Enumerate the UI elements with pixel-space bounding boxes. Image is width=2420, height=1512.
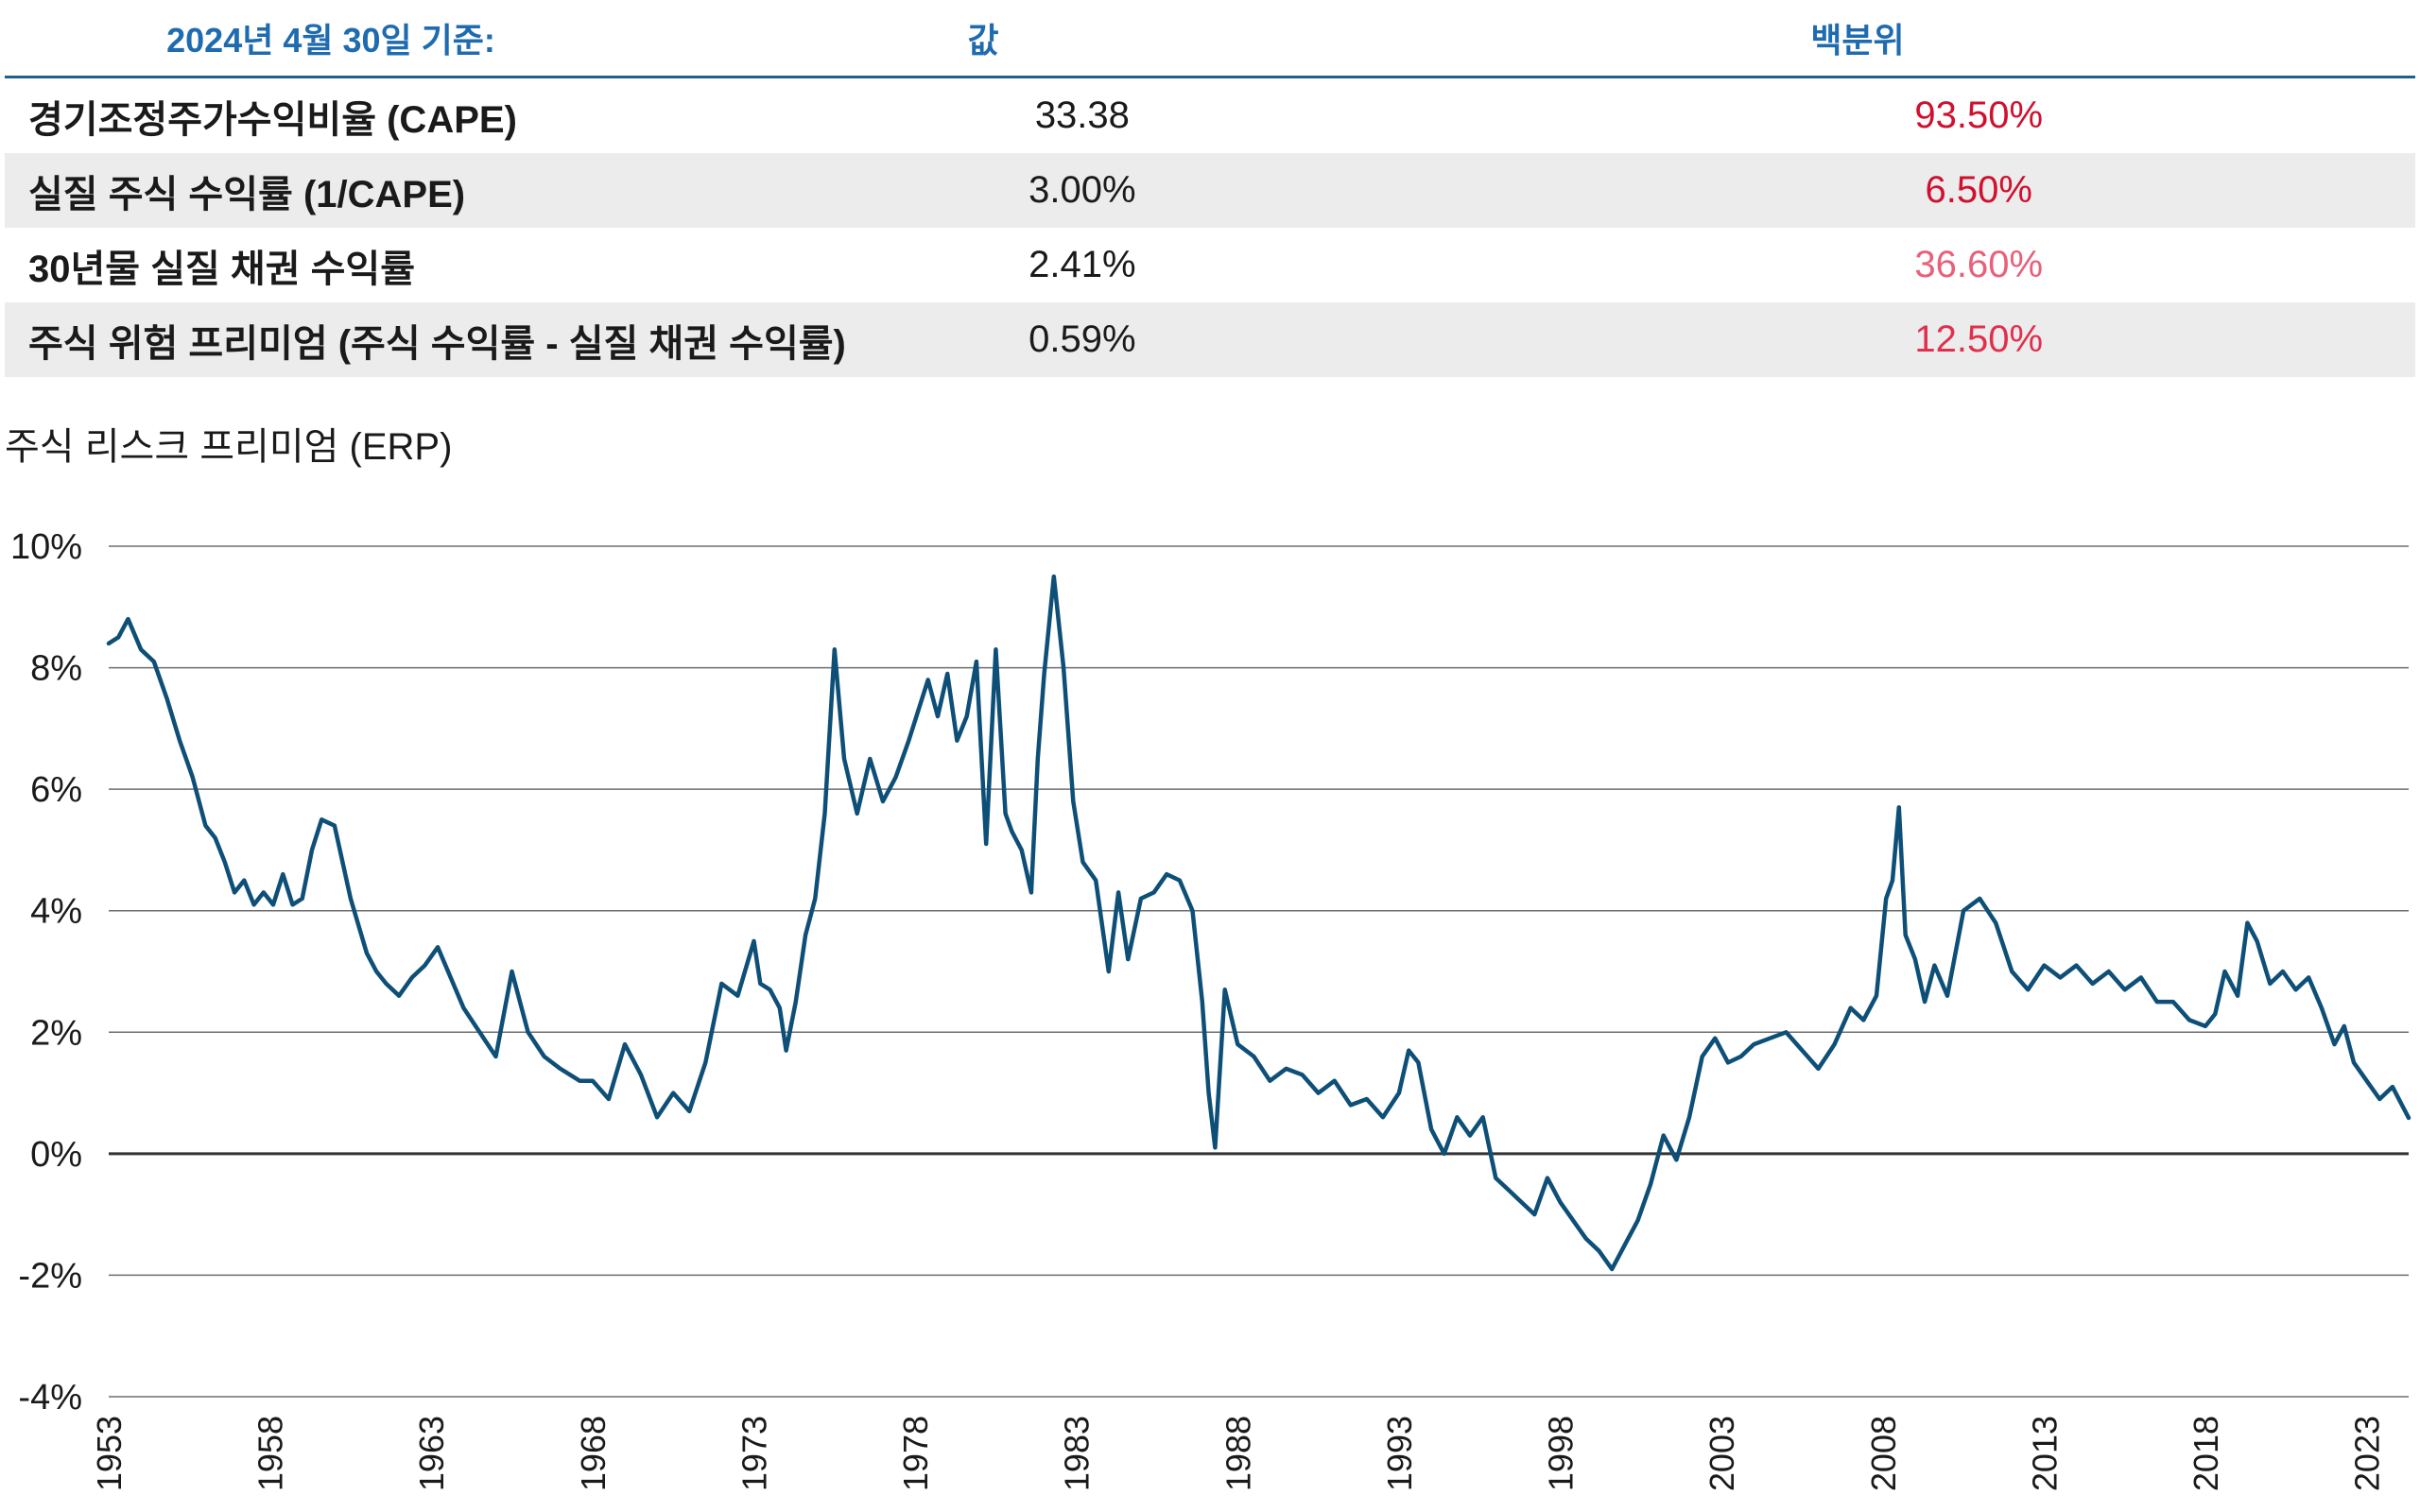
- table-row: 30년물 실질 채권 수익률 2.41% 36.60%: [5, 228, 2415, 302]
- x-tick-label: 2023: [2348, 1416, 2387, 1491]
- table-header: 2024년 4월 30일 기준: 값 백분위: [5, 0, 2415, 78]
- y-tick-label: 6%: [30, 770, 82, 810]
- x-tick-label: 2003: [1703, 1416, 1741, 1491]
- y-tick-label: -2%: [18, 1256, 82, 1296]
- row-value: 0.59%: [1028, 318, 1136, 360]
- x-tick-label: 1978: [896, 1416, 935, 1491]
- y-tick-label: 4%: [30, 892, 82, 932]
- table-row: 실질 주식 수익률 (1/CAPE) 3.00% 6.50%: [5, 153, 2415, 228]
- x-tick-label: 2013: [2025, 1416, 2064, 1491]
- table-row: 경기조정주가수익비율 (CAPE) 33.38 93.50%: [5, 78, 2415, 153]
- row-label: 경기조정주가수익비율 (CAPE): [28, 98, 517, 141]
- y-tick-label: 0%: [30, 1135, 82, 1175]
- row-label: 실질 주식 수익률 (1/CAPE): [28, 173, 466, 215]
- x-tick-label: 1958: [251, 1416, 290, 1491]
- x-tick-label: 1993: [1380, 1416, 1419, 1491]
- x-tick-label: 1988: [1219, 1416, 1257, 1491]
- y-tick-label: 10%: [10, 527, 82, 567]
- x-tick-label: 1983: [1058, 1416, 1097, 1491]
- row-value: 3.00%: [1028, 169, 1136, 211]
- x-tick-label: 2008: [1864, 1416, 1903, 1491]
- x-tick-label: 1998: [1542, 1416, 1581, 1491]
- y-tick-label: -4%: [18, 1378, 82, 1418]
- row-percentile: 93.50%: [1914, 94, 2044, 136]
- row-percentile: 6.50%: [1925, 169, 2032, 211]
- row-label: 주식 위험 프리미엄 (주식 수익률 - 실질 채권 수익률): [28, 322, 846, 365]
- x-tick-label: 1963: [412, 1416, 451, 1491]
- y-tick-label: 8%: [30, 649, 82, 689]
- x-tick-label: 1953: [90, 1416, 129, 1491]
- table-row: 주식 위험 프리미엄 (주식 수익률 - 실질 채권 수익률) 0.59% 12…: [5, 302, 2415, 377]
- x-tick-label: 1973: [735, 1416, 773, 1491]
- row-value: 2.41%: [1028, 244, 1136, 285]
- y-tick-label: 2%: [30, 1013, 82, 1053]
- erp-series-line: [106, 574, 2411, 1272]
- row-percentile: 36.60%: [1914, 244, 2044, 285]
- header-as-of-date: 2024년 4월 30일 기준:: [166, 21, 495, 60]
- x-tick-label: 1968: [574, 1416, 613, 1491]
- row-value: 33.38: [1034, 94, 1130, 136]
- chart-title: 주식 리스크 프리미엄 (ERP): [5, 426, 453, 468]
- x-tick-label: 2018: [2187, 1416, 2225, 1491]
- row-label: 30년물 실질 채권 수익률: [28, 248, 416, 290]
- summary-table: 2024년 4월 30일 기준: 값 백분위 경기조정주가수익비율 (CAPE)…: [5, 0, 2415, 377]
- header-value: 값: [967, 21, 999, 60]
- header-percentile: 백분위: [1810, 21, 1905, 60]
- row-percentile: 12.50%: [1914, 318, 2044, 360]
